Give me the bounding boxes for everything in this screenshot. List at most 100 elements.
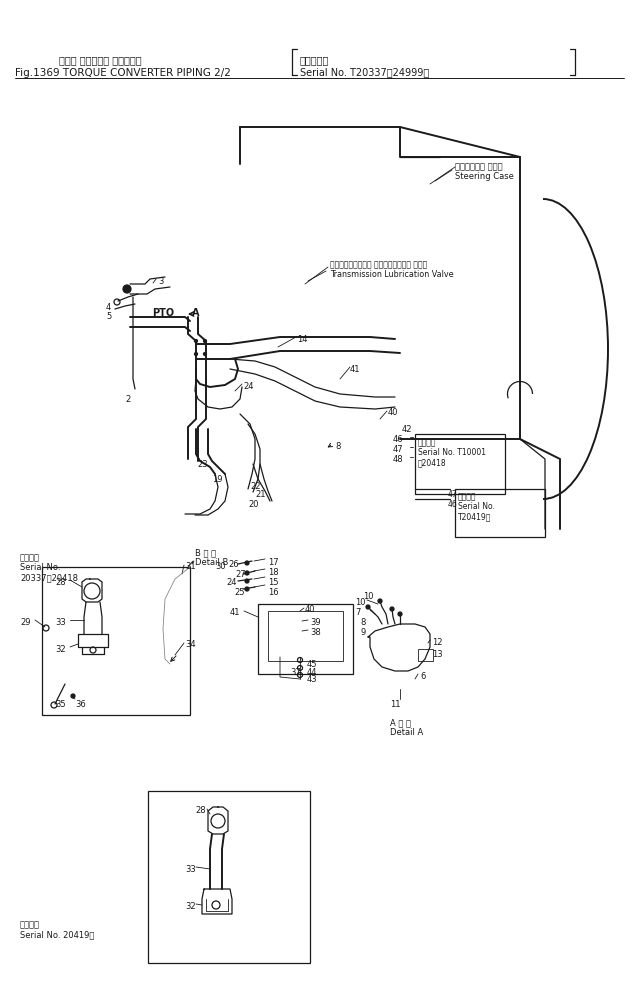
Text: 24: 24 (226, 578, 236, 587)
Text: 47: 47 (393, 445, 404, 454)
Bar (42, 567, 190, 715)
Text: T20419～: T20419～ (458, 512, 491, 521)
Circle shape (245, 588, 249, 592)
Text: 15: 15 (268, 578, 279, 587)
Text: 21: 21 (255, 489, 265, 499)
Text: Steering Case: Steering Case (455, 172, 514, 180)
Text: 29: 29 (20, 617, 31, 626)
Text: 8: 8 (335, 442, 341, 451)
Circle shape (203, 353, 206, 356)
Text: 46: 46 (448, 500, 458, 509)
Circle shape (366, 605, 370, 609)
Text: 28: 28 (55, 578, 66, 587)
Text: 4: 4 (106, 303, 111, 312)
Text: 19: 19 (212, 474, 222, 483)
Text: 39: 39 (310, 617, 321, 626)
Text: 26: 26 (228, 559, 238, 568)
Text: 適用号機: 適用号機 (20, 552, 40, 561)
Text: 20: 20 (248, 500, 259, 509)
Text: 32: 32 (185, 901, 196, 910)
Text: 25: 25 (234, 588, 245, 597)
Circle shape (123, 286, 131, 294)
Text: 7: 7 (355, 607, 360, 616)
Bar (148, 791, 310, 963)
Text: 5: 5 (106, 312, 111, 320)
Text: 24: 24 (243, 382, 254, 390)
Text: 22: 22 (250, 481, 261, 490)
Text: 41: 41 (350, 365, 360, 374)
Text: Detail A: Detail A (390, 728, 423, 737)
Text: 2: 2 (125, 394, 130, 403)
Text: 33: 33 (185, 864, 196, 874)
Text: 適用号機: 適用号機 (418, 438, 436, 447)
Text: トランスミッション ルブリケーション バルブ: トランスミッション ルブリケーション バルブ (330, 259, 427, 269)
Text: 10: 10 (363, 592, 374, 600)
Text: 43: 43 (307, 674, 318, 683)
Text: 42: 42 (402, 425, 413, 434)
Circle shape (245, 580, 249, 584)
Text: トルク コンバータ パイピング: トルク コンバータ パイピング (59, 55, 141, 65)
Text: （適用号機: （適用号機 (300, 55, 329, 65)
Text: 40: 40 (305, 604, 316, 613)
Text: 18: 18 (268, 567, 279, 577)
Text: PTO: PTO (152, 308, 174, 317)
Text: 9: 9 (360, 627, 366, 636)
Circle shape (194, 340, 197, 343)
Text: 27: 27 (235, 570, 245, 579)
Circle shape (398, 612, 402, 616)
Text: 30: 30 (215, 561, 226, 571)
Circle shape (390, 607, 394, 611)
Text: 適用号機: 適用号機 (458, 491, 477, 501)
Text: 31: 31 (185, 561, 196, 571)
Text: Transmission Lubrication Valve: Transmission Lubrication Valve (330, 270, 454, 279)
Text: Serial No. 20419～: Serial No. 20419～ (20, 929, 95, 938)
Text: ～20418: ～20418 (418, 458, 447, 466)
Text: 48: 48 (393, 455, 404, 463)
Text: 35: 35 (55, 699, 66, 708)
Text: 46: 46 (393, 435, 404, 444)
Bar (455, 489, 545, 537)
Text: 40: 40 (388, 407, 399, 416)
Text: 20337～20418: 20337～20418 (20, 573, 78, 582)
Text: Serial No.: Serial No. (458, 502, 495, 511)
Circle shape (245, 572, 249, 576)
Text: 47: 47 (448, 489, 458, 499)
Bar (415, 435, 505, 495)
Text: 8: 8 (360, 617, 366, 626)
Circle shape (245, 561, 249, 565)
Text: 6: 6 (420, 671, 426, 680)
Text: 10: 10 (355, 598, 366, 606)
Circle shape (203, 340, 206, 343)
Text: 37: 37 (290, 668, 301, 676)
Text: Detail B: Detail B (195, 557, 228, 566)
Circle shape (194, 353, 197, 356)
Text: 17: 17 (268, 557, 279, 566)
Text: 32: 32 (55, 644, 66, 654)
Text: 36: 36 (75, 699, 86, 708)
Text: 11: 11 (390, 699, 401, 708)
Text: Fig.1369 TORQUE CONVERTER PIPING 2/2: Fig.1369 TORQUE CONVERTER PIPING 2/2 (15, 68, 231, 78)
Text: 3: 3 (158, 277, 164, 286)
Circle shape (71, 694, 75, 698)
Text: 44: 44 (307, 668, 318, 676)
Text: 38: 38 (310, 627, 321, 636)
Text: Serial No. T10001: Serial No. T10001 (418, 448, 486, 457)
Bar (268, 611, 343, 662)
Text: 16: 16 (268, 588, 279, 597)
Circle shape (378, 599, 382, 603)
Text: 33: 33 (55, 617, 66, 626)
Text: B 詳 細: B 詳 細 (195, 547, 216, 556)
Text: 34: 34 (185, 639, 196, 649)
Text: Serial No.: Serial No. (20, 562, 61, 572)
Text: ステアリング ケース: ステアリング ケース (455, 162, 503, 171)
Text: 12: 12 (432, 637, 442, 647)
Text: 45: 45 (307, 660, 318, 669)
Text: 23: 23 (197, 459, 208, 468)
Text: 41: 41 (230, 607, 240, 616)
Text: A: A (192, 308, 199, 317)
Bar (418, 650, 433, 662)
Text: 適用号機: 適用号機 (20, 919, 40, 928)
Text: 28: 28 (195, 806, 206, 814)
Text: Serial No. T20337～24999）: Serial No. T20337～24999） (300, 67, 429, 77)
Text: 14: 14 (297, 334, 307, 344)
